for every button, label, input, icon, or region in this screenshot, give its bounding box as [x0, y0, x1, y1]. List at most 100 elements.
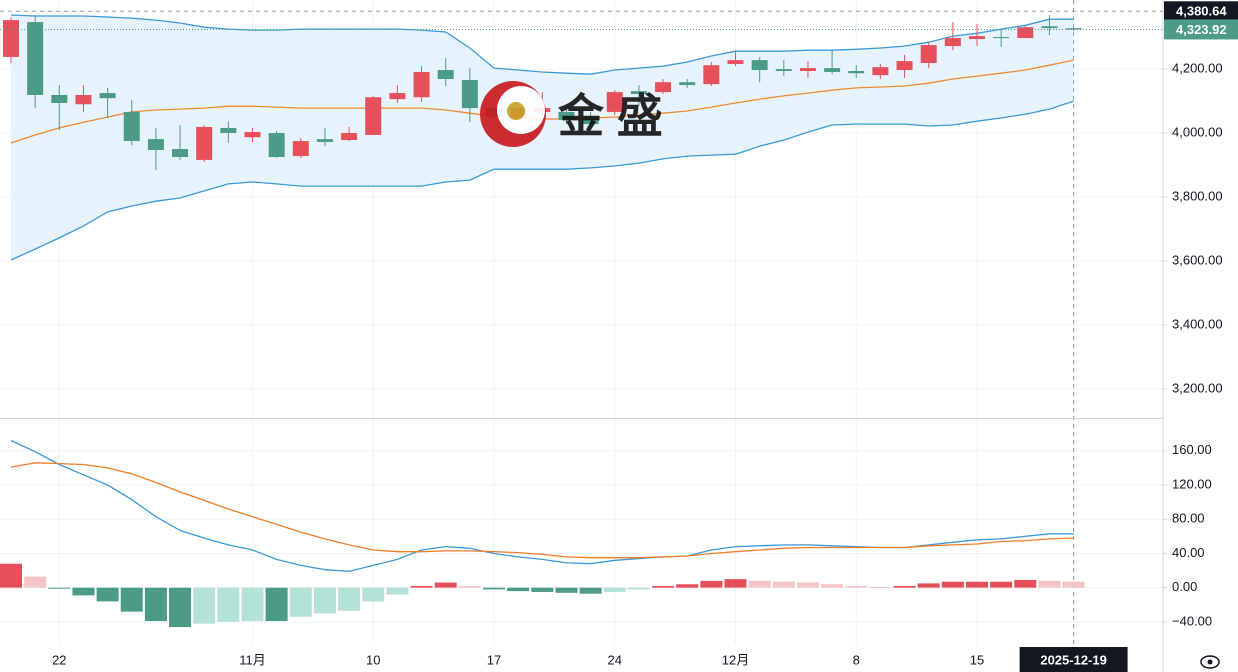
candle-body	[3, 20, 19, 57]
bollinger-line	[10, 100, 1074, 261]
last-price-bg	[1164, 19, 1238, 40]
macd-bar	[990, 581, 1013, 588]
macd-bar	[96, 587, 119, 602]
crosshair-label: 4,380.64	[1176, 4, 1227, 19]
y-tick-label: 4,000.00	[1172, 124, 1223, 139]
x-tick-label: 24	[608, 652, 622, 667]
macd-bar	[144, 587, 167, 622]
eye-icon[interactable]	[1200, 655, 1220, 669]
y-tick-label: −40.00	[1172, 613, 1212, 628]
candle-body	[99, 93, 116, 99]
macd-bar	[941, 581, 964, 588]
candle-body	[703, 65, 720, 85]
macd-bar	[579, 587, 602, 594]
candle-body	[969, 36, 985, 40]
x-tick-label: 11月	[239, 652, 266, 667]
candle-body	[437, 70, 454, 79]
candle-body	[824, 68, 841, 72]
last-price-label: 4,323.92	[1176, 22, 1227, 37]
candle-body	[679, 82, 696, 86]
macd-bar	[652, 585, 675, 588]
candle-body	[147, 139, 164, 150]
candle-body	[1017, 27, 1034, 39]
candle-body	[582, 118, 599, 125]
y-tick-label: 0.00	[1172, 579, 1197, 594]
candle-body	[993, 37, 1010, 39]
macd-bar	[0, 563, 22, 588]
candle-body	[558, 111, 575, 120]
candle-body	[606, 92, 623, 112]
macd-bar	[386, 587, 409, 595]
macd-bar	[338, 587, 361, 611]
y-tick-label: 3,600.00	[1172, 252, 1223, 267]
candle-body	[872, 67, 889, 76]
candle-body	[775, 69, 792, 71]
candle-body	[220, 127, 237, 134]
macd-bar	[241, 587, 264, 622]
macd-bar	[193, 587, 216, 624]
candle-body	[944, 38, 961, 47]
macd-bar	[603, 587, 626, 592]
settings-icon[interactable]	[1200, 655, 1220, 669]
candle-body	[1065, 28, 1082, 30]
x-tick-label: 22	[52, 652, 66, 667]
candle-body	[316, 139, 333, 142]
x-tick-label: 12月	[722, 652, 749, 667]
candle-body	[341, 133, 358, 141]
y-tick-label: 40.00	[1172, 545, 1205, 560]
macd-bar	[748, 580, 771, 588]
y-tick-label: 80.00	[1172, 511, 1205, 526]
x-tick-label: 17	[487, 652, 501, 667]
candle-body	[920, 45, 937, 64]
candle-body	[51, 94, 68, 103]
watermark: 金 盛	[480, 81, 663, 147]
macd-bar	[265, 587, 288, 622]
macd-bar	[483, 587, 505, 590]
y-tick-label: 3,200.00	[1172, 380, 1223, 395]
macd-bar	[869, 586, 892, 588]
macd-bar	[313, 587, 336, 614]
macd-bar	[796, 582, 819, 588]
y-tick-label: 160.00	[1172, 442, 1212, 457]
candle-body	[848, 70, 865, 74]
macd-bar	[362, 587, 385, 602]
x-tick-label: 8	[853, 652, 860, 667]
candle-body	[461, 79, 478, 109]
candle-body	[413, 71, 430, 98]
macd-bar	[217, 587, 240, 622]
macd-bar	[893, 585, 916, 588]
macd-bar	[458, 585, 481, 588]
macd-bar	[434, 582, 457, 588]
macd-bar	[627, 587, 650, 590]
macd-bar	[917, 583, 940, 588]
watermark-text: 金 盛	[557, 90, 663, 142]
candle-body	[244, 132, 261, 138]
candle-body	[727, 60, 744, 64]
x-crosshair-label-bg	[1019, 647, 1128, 672]
macd-bar	[507, 587, 530, 592]
candle-body	[268, 133, 285, 158]
macd-bar	[966, 581, 988, 588]
candle-body	[1041, 26, 1058, 29]
macd-bar	[772, 581, 795, 588]
x-tick-label: 2025-12-19	[1040, 652, 1107, 667]
logo-dot	[507, 102, 525, 120]
candle-body	[365, 97, 382, 135]
candle-body	[655, 82, 672, 93]
candle-body	[896, 61, 913, 71]
y-tick-label: 3,800.00	[1172, 188, 1223, 203]
candle-body	[799, 68, 816, 71]
macd-bar	[48, 587, 71, 589]
candle-body	[75, 94, 92, 105]
x-tick-label: 10	[366, 652, 380, 667]
candle-body	[292, 141, 309, 157]
macd-bar	[120, 587, 143, 612]
macd-bar	[724, 579, 747, 588]
macd-bar	[169, 587, 192, 628]
y-tick-label: 120.00	[1172, 476, 1212, 491]
candle-body	[123, 111, 140, 142]
macd-line	[10, 462, 1074, 559]
candle-body	[751, 60, 768, 71]
macd-bar	[1062, 581, 1085, 588]
macd-bar	[555, 587, 578, 593]
